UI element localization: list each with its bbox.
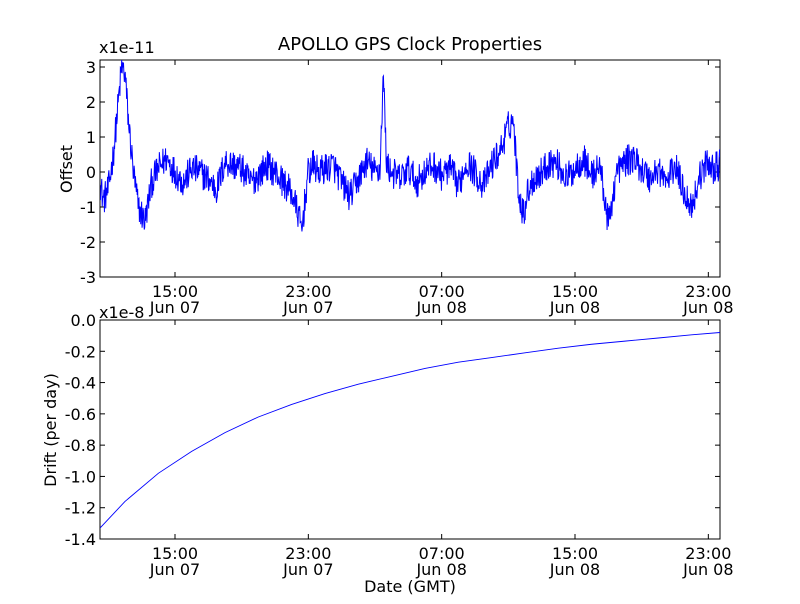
drift-x-tick-time: 07:00	[419, 544, 465, 563]
drift-y-tick-label: -1.4	[65, 530, 96, 549]
offset-y-tick-label: -2	[80, 233, 96, 252]
drift-y-tick-label: 0.0	[71, 311, 96, 330]
drift-scale-label: x1e-8	[99, 303, 144, 322]
drift-series-line	[100, 332, 720, 529]
offset-y-tick-label: -3	[80, 268, 96, 287]
drift-y-tick-label: -1.2	[65, 499, 96, 518]
offset-x-tick-date: Jun 07	[149, 298, 200, 317]
offset-x-tick-date: Jun 08	[549, 298, 600, 317]
offset-x-tick-time: 23:00	[685, 282, 731, 301]
offset-x-tick-time: 07:00	[419, 282, 465, 301]
offset-scale-label: x1e-11	[99, 38, 155, 57]
drift-y-tick-label: -0.4	[65, 374, 96, 393]
drift-panel: x1e-8 Drift (per day) Date (GMT) 0.0 -0.2…	[41, 303, 734, 596]
offset-x-tick-date: Jun 08	[682, 298, 733, 317]
offset-x-tick-date: Jun 07	[282, 298, 333, 317]
offset-y-tick-label: 2	[86, 93, 96, 112]
offset-series-line	[100, 60, 720, 232]
drift-x-tick-time: 15:00	[552, 544, 598, 563]
drift-plot-frame	[99, 319, 721, 540]
offset-y-tick-label: 3	[86, 58, 96, 77]
drift-x-tick-date: Jun 08	[415, 560, 466, 579]
offset-y-tick-label: 0	[86, 163, 96, 182]
offset-y-tick-label: 1	[86, 128, 96, 147]
chart-title: APOLLO GPS Clock Properties	[278, 34, 542, 55]
x-axis-label: Date (GMT)	[364, 577, 456, 596]
drift-x-tick-date: Jun 07	[282, 560, 333, 579]
drift-y-tick-label: -0.6	[65, 405, 96, 424]
drift-x-tick-date: Jun 07	[149, 560, 200, 579]
offset-y-axis-label: Offset	[57, 145, 76, 193]
offset-x-tick-time: 15:00	[152, 282, 198, 301]
drift-x-tick-date: Jun 08	[682, 560, 733, 579]
offset-y-tick-label: -1	[80, 198, 96, 217]
drift-y-tick-label: -0.8	[65, 436, 96, 455]
drift-x-tick-time: 15:00	[152, 544, 198, 563]
drift-y-tick-label: -0.2	[65, 342, 96, 361]
offset-x-tick-time: 23:00	[285, 282, 331, 301]
drift-y-axis-label: Drift (per day)	[41, 373, 60, 487]
drift-x-tick-time: 23:00	[285, 544, 331, 563]
drift-y-tick-label: -1.0	[65, 467, 96, 486]
drift-x-tick-time: 23:00	[685, 544, 731, 563]
drift-x-tick-date: Jun 08	[549, 560, 600, 579]
offset-x-tick-date: Jun 08	[415, 298, 466, 317]
offset-x-tick-time: 15:00	[552, 282, 598, 301]
